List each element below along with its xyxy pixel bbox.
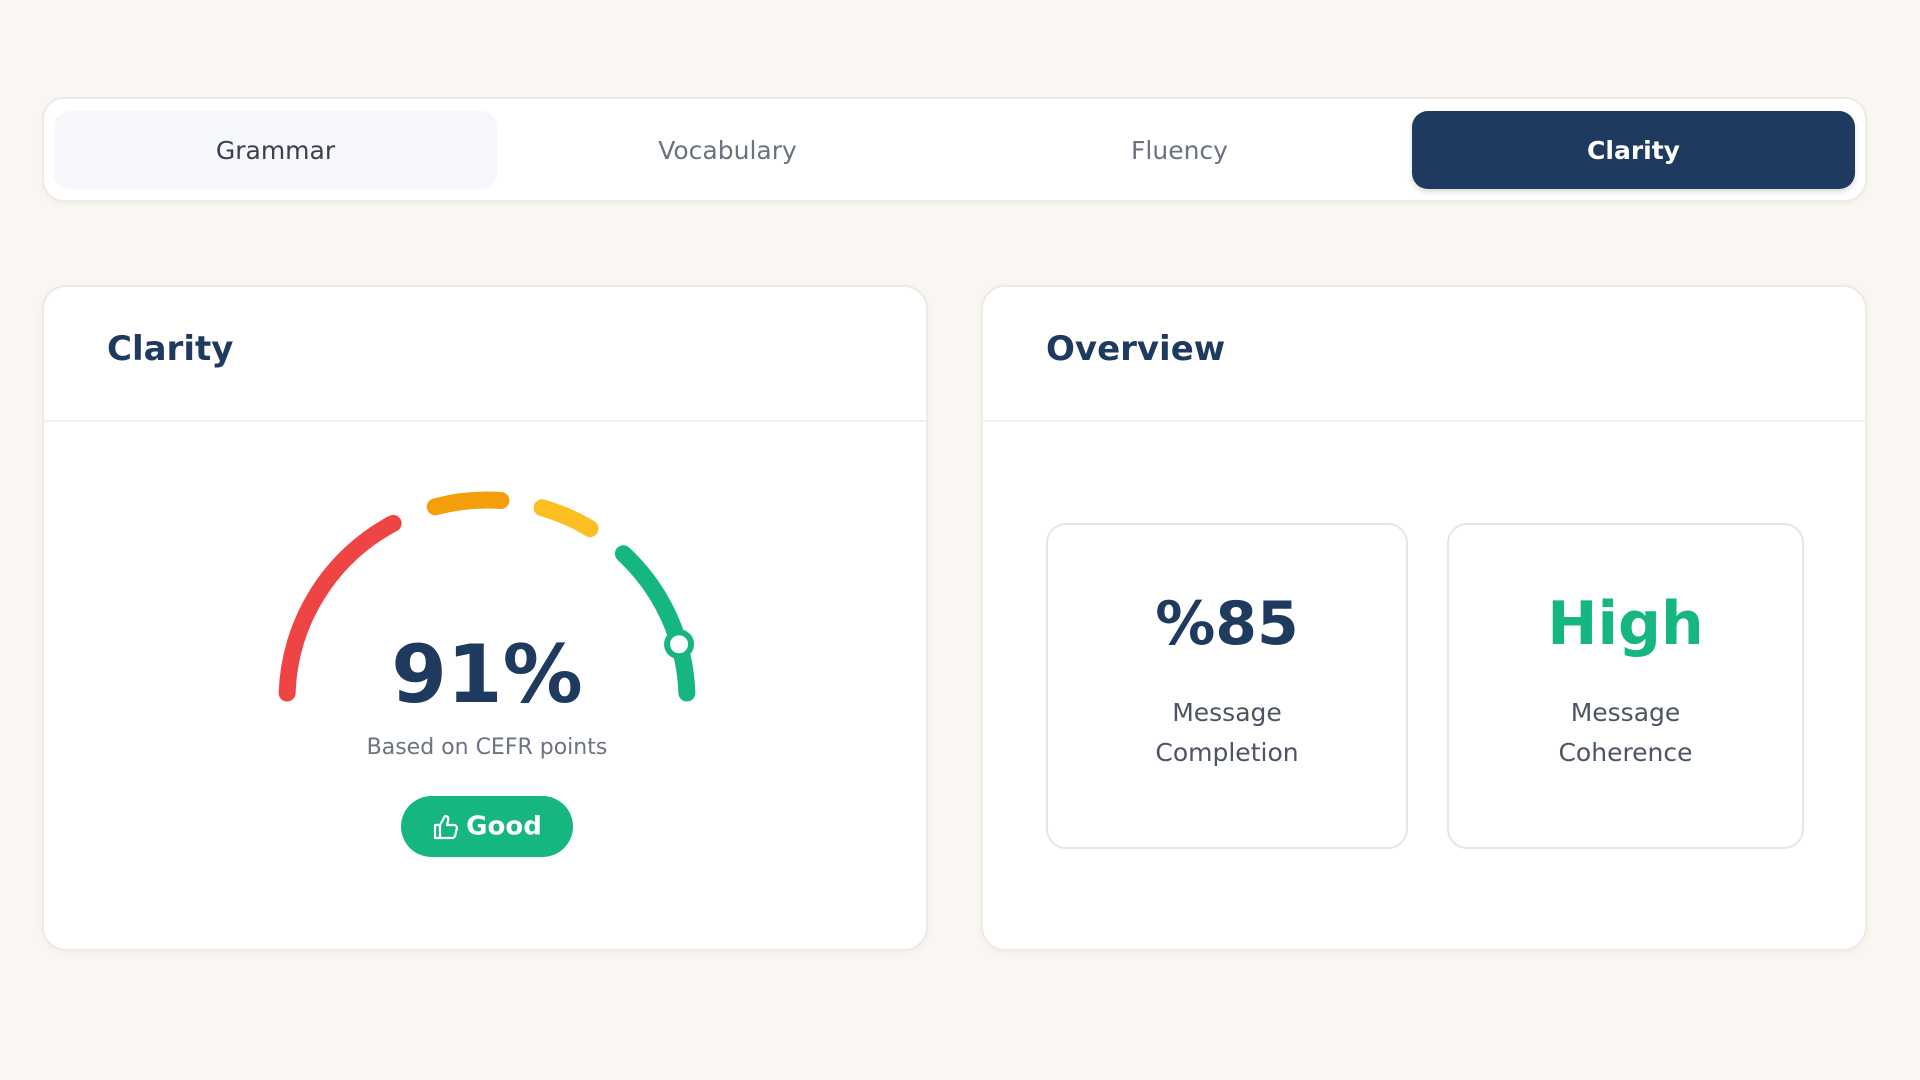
gauge-segment [533, 499, 599, 538]
metric-value: High [1547, 589, 1704, 659]
gauge-segment [426, 491, 510, 516]
score-caption: Based on CEFR points [367, 735, 608, 760]
tab[interactable]: Fluency [1131, 135, 1228, 165]
metric-box: High Message Coherence [1447, 523, 1804, 849]
score: 91% [391, 628, 582, 721]
card-title: Clarity [107, 329, 234, 369]
metric-value: %85 [1155, 589, 1299, 659]
divider [44, 420, 926, 422]
gauge-marker [664, 629, 695, 660]
card-title: Overview [1046, 329, 1226, 369]
badge-label: Good [466, 812, 542, 842]
clarity-card: Clarity 91% Based on CEFR points Good [42, 285, 928, 951]
gauge-segment [614, 545, 696, 702]
tab[interactable]: Grammar [54, 111, 497, 189]
tab[interactable]: Clarity [1412, 111, 1855, 189]
metric-label: Message Coherence [1558, 698, 1693, 767]
gauge-track [278, 491, 696, 702]
divider [983, 420, 1865, 422]
tab[interactable]: Vocabulary [658, 135, 797, 165]
thumb-icon [433, 814, 459, 840]
gauge: 91% Based on CEFR points Good [278, 491, 696, 857]
overview-card: Overview %85 Message Completion High Mes… [981, 285, 1867, 951]
badge [401, 796, 573, 857]
tab-bar: Grammar Vocabulary Fluency Clarity [42, 97, 1867, 202]
metric-label: Message Completion [1155, 698, 1299, 767]
gauge-segment [278, 514, 402, 702]
metric-box: %85 Message Completion [1046, 523, 1408, 849]
